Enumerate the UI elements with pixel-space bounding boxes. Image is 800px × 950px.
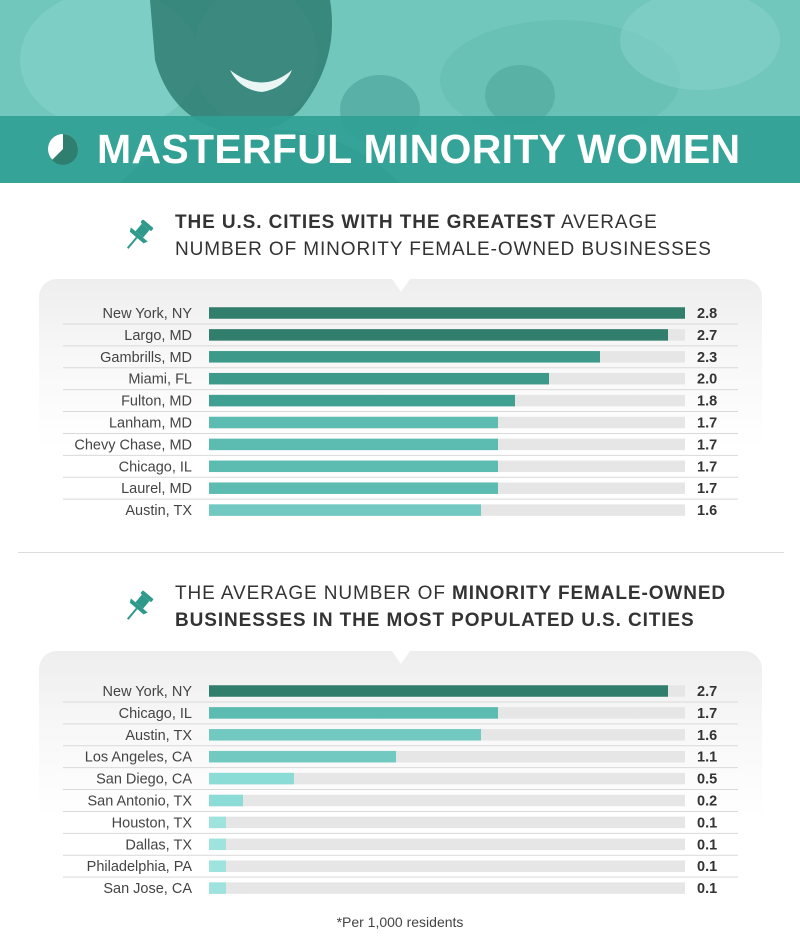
footnote: *Per 1,000 residents [336, 914, 464, 930]
bar [209, 707, 498, 719]
category-label: Houston, TX [112, 815, 193, 831]
category-label: San Diego, CA [96, 772, 192, 788]
bar [209, 772, 294, 785]
value-label: 1.6 [697, 728, 717, 744]
value-label: 0.1 [697, 859, 717, 875]
chart-2-title-line-1: THE AVERAGE NUMBER OF MINORITY FEMALE-OW… [175, 583, 727, 604]
category-label: Austin, TX [125, 728, 192, 744]
bar [209, 838, 226, 851]
bar [209, 860, 226, 872]
value-label: 1.7 [697, 437, 717, 453]
value-label: 0.1 [697, 815, 717, 831]
bar-track [209, 772, 685, 785]
bar [209, 504, 481, 516]
bar [209, 482, 498, 494]
value-label: 0.2 [697, 794, 717, 810]
value-label: 1.7 [697, 481, 717, 497]
value-label: 2.7 [697, 328, 717, 344]
bar-track [209, 838, 685, 851]
chart-2-title-line-2: BUSINESSES IN THE MOST POPULATED U.S. CI… [175, 610, 695, 631]
bar-track [209, 750, 685, 763]
category-label: Laurel, MD [121, 481, 192, 497]
pie-chart-icon [48, 134, 79, 165]
bar [209, 816, 226, 829]
bar [209, 750, 396, 763]
bar [209, 685, 668, 697]
category-label: San Antonio, TX [87, 794, 192, 810]
bar [209, 372, 549, 385]
bar [209, 351, 600, 363]
bar-track [209, 882, 685, 894]
value-label: 2.7 [697, 684, 717, 700]
value-label: 1.7 [697, 706, 717, 722]
chart-1-title-line-1: THE U.S. CITIES WITH THE GREATEST AVERAG… [175, 212, 658, 233]
bar-track [209, 816, 685, 829]
bar [209, 438, 498, 451]
panel-notch [392, 651, 410, 664]
category-label: New York, NY [103, 684, 193, 700]
category-label: Austin, TX [125, 503, 192, 519]
section-divider [18, 552, 784, 553]
value-label: 1.8 [697, 394, 717, 410]
value-label: 0.1 [697, 881, 717, 897]
bar [209, 460, 498, 473]
category-label: Dallas, TX [125, 837, 192, 853]
bar [209, 729, 481, 741]
header-banner: MASTERFUL MINORITY WOMEN [0, 0, 800, 183]
value-label: 1.1 [697, 750, 717, 766]
title-band: MASTERFUL MINORITY WOMEN [0, 116, 800, 183]
value-label: 1.7 [697, 459, 717, 475]
chart-2-heading: THE AVERAGE NUMBER OF MINORITY FEMALE-OW… [0, 583, 800, 653]
value-label: 2.8 [697, 306, 717, 322]
value-label: 2.3 [697, 350, 717, 366]
chart-1-title-line-2: NUMBER OF MINORITY FEMALE-OWNED BUSINESS… [175, 239, 712, 260]
chart-1-heading: THE U.S. CITIES WITH THE GREATEST AVERAG… [0, 212, 800, 282]
category-label: San Jose, CA [103, 881, 192, 897]
bar [209, 794, 243, 807]
bar [209, 329, 668, 341]
category-label: Fulton, MD [121, 394, 192, 410]
category-label: Chicago, IL [119, 706, 192, 722]
value-label: 1.7 [697, 416, 717, 432]
category-label: Largo, MD [124, 328, 192, 344]
bar [209, 416, 498, 429]
category-label: Miami, FL [128, 372, 192, 388]
bar-track [209, 794, 685, 807]
bar [209, 394, 515, 407]
header-photo [0, 0, 800, 183]
pushpin-icon [126, 219, 154, 249]
category-label: Chevy Chase, MD [74, 437, 192, 453]
panel-notch [392, 279, 410, 292]
category-label: New York, NY [103, 306, 193, 322]
pushpin-icon [126, 590, 154, 620]
category-label: Gambrills, MD [100, 350, 192, 366]
page-title: MASTERFUL MINORITY WOMEN [97, 126, 741, 172]
category-label: Los Angeles, CA [85, 750, 193, 766]
chart-1: New York, NY 2.8 Largo, MD 2.7 Gambrills, MD… [63, 306, 738, 519]
value-label: 1.6 [697, 503, 717, 519]
value-label: 0.5 [697, 772, 717, 788]
bar-track [209, 860, 685, 872]
value-label: 2.0 [697, 372, 717, 388]
category-label: Lanham, MD [109, 416, 192, 432]
category-label: Chicago, IL [119, 459, 192, 475]
bar [209, 307, 685, 319]
bar [209, 882, 226, 894]
category-label: Philadelphia, PA [87, 859, 193, 875]
value-label: 0.1 [697, 837, 717, 853]
